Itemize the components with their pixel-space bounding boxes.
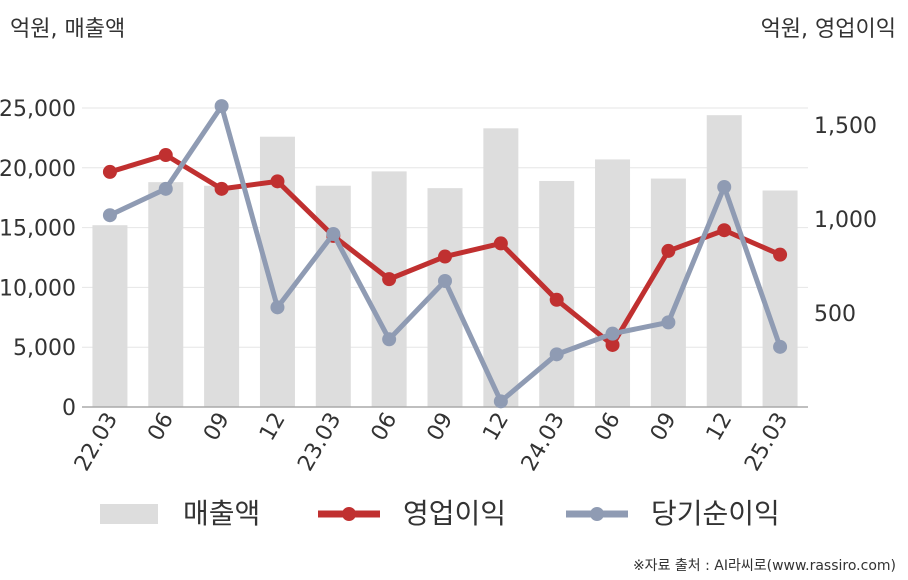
x-tick-label: 09 xyxy=(646,409,682,446)
point-operating-profit xyxy=(214,181,229,196)
point-operating-profit xyxy=(717,223,732,238)
bar xyxy=(371,171,407,407)
point-net-income xyxy=(102,208,117,223)
left-tick-label: 25,000 xyxy=(0,97,76,122)
x-tick-label: 12 xyxy=(255,409,291,446)
point-net-income xyxy=(158,181,173,196)
x-tick-label: 12 xyxy=(702,409,738,446)
revenue-bars xyxy=(92,115,798,408)
point-net-income xyxy=(326,226,341,241)
point-net-income xyxy=(214,99,229,114)
x-tick-label: 06 xyxy=(590,409,626,446)
x-tick-label: 09 xyxy=(423,409,459,446)
left-tick-label: 10,000 xyxy=(0,276,76,301)
bar xyxy=(706,115,742,408)
right-tick-label: 1,500 xyxy=(814,114,877,139)
left-tick-label: 15,000 xyxy=(0,217,76,242)
bar xyxy=(595,159,631,407)
point-operating-profit xyxy=(382,272,397,287)
source-note: ※자료 출처 : AI라씨로(www.rassiro.com) xyxy=(633,558,896,574)
bar xyxy=(148,182,184,407)
right-axis-unit-label: 억원, 영업이익 xyxy=(761,17,896,42)
left-tick-label: 0 xyxy=(62,396,76,421)
right-axis-ticks: 500 1,000 1,500 xyxy=(814,114,877,327)
point-operating-profit xyxy=(605,337,620,352)
point-operating-profit xyxy=(270,174,285,189)
line-series xyxy=(102,99,788,409)
point-net-income xyxy=(270,300,285,315)
point-net-income xyxy=(438,274,452,289)
bar xyxy=(427,188,463,407)
x-tick-label: 06 xyxy=(143,409,179,446)
point-net-income xyxy=(382,332,397,347)
left-tick-label: 20,000 xyxy=(0,157,76,182)
legend-marker-net-income xyxy=(590,507,604,521)
x-tick-label: 06 xyxy=(367,409,403,446)
point-net-income xyxy=(549,347,564,362)
left-tick-label: 5,000 xyxy=(13,336,76,361)
bar xyxy=(315,185,351,407)
legend: 매출액 영업이익 당기순이익 xyxy=(100,497,780,530)
legend-marker-operating-profit xyxy=(342,507,356,521)
left-axis-ticks: 0 5,000 10,000 15,000 20,000 25,000 xyxy=(0,97,76,421)
legend-label-operating-profit: 영업이익 xyxy=(403,497,506,530)
right-tick-label: 1,000 xyxy=(814,208,877,233)
x-tick-label: 09 xyxy=(199,409,235,446)
right-tick-label: 500 xyxy=(814,302,856,327)
left-axis-unit-label: 억원, 매출액 xyxy=(10,17,125,42)
x-axis-ticks: 22.03 06 09 12 23.03 06 09 12 24.03 06 09 12 25.03 xyxy=(70,409,793,476)
x-tick-label: 22.03 xyxy=(70,409,123,476)
point-net-income xyxy=(605,326,620,341)
x-tick-label: 12 xyxy=(478,409,514,446)
x-tick-label: 25.03 xyxy=(740,409,793,476)
point-operating-profit xyxy=(773,247,788,262)
bar xyxy=(204,185,240,407)
bar xyxy=(92,225,128,407)
point-operating-profit xyxy=(102,164,117,179)
bar xyxy=(483,128,519,407)
point-operating-profit xyxy=(158,148,173,163)
x-tick-label: 24.03 xyxy=(517,409,570,476)
legend-label-net-income: 당기순이익 xyxy=(651,497,780,530)
legend-swatch-revenue xyxy=(100,504,158,524)
legend-label-revenue: 매출액 xyxy=(183,497,260,530)
bar xyxy=(762,190,798,407)
point-operating-profit xyxy=(493,236,508,251)
point-net-income xyxy=(493,394,508,409)
point-operating-profit xyxy=(661,243,676,258)
point-operating-profit xyxy=(549,292,564,307)
point-net-income xyxy=(717,179,732,194)
point-net-income xyxy=(773,339,788,354)
point-net-income xyxy=(661,315,676,330)
x-tick-label: 23.03 xyxy=(293,409,346,476)
point-operating-profit xyxy=(438,249,452,264)
